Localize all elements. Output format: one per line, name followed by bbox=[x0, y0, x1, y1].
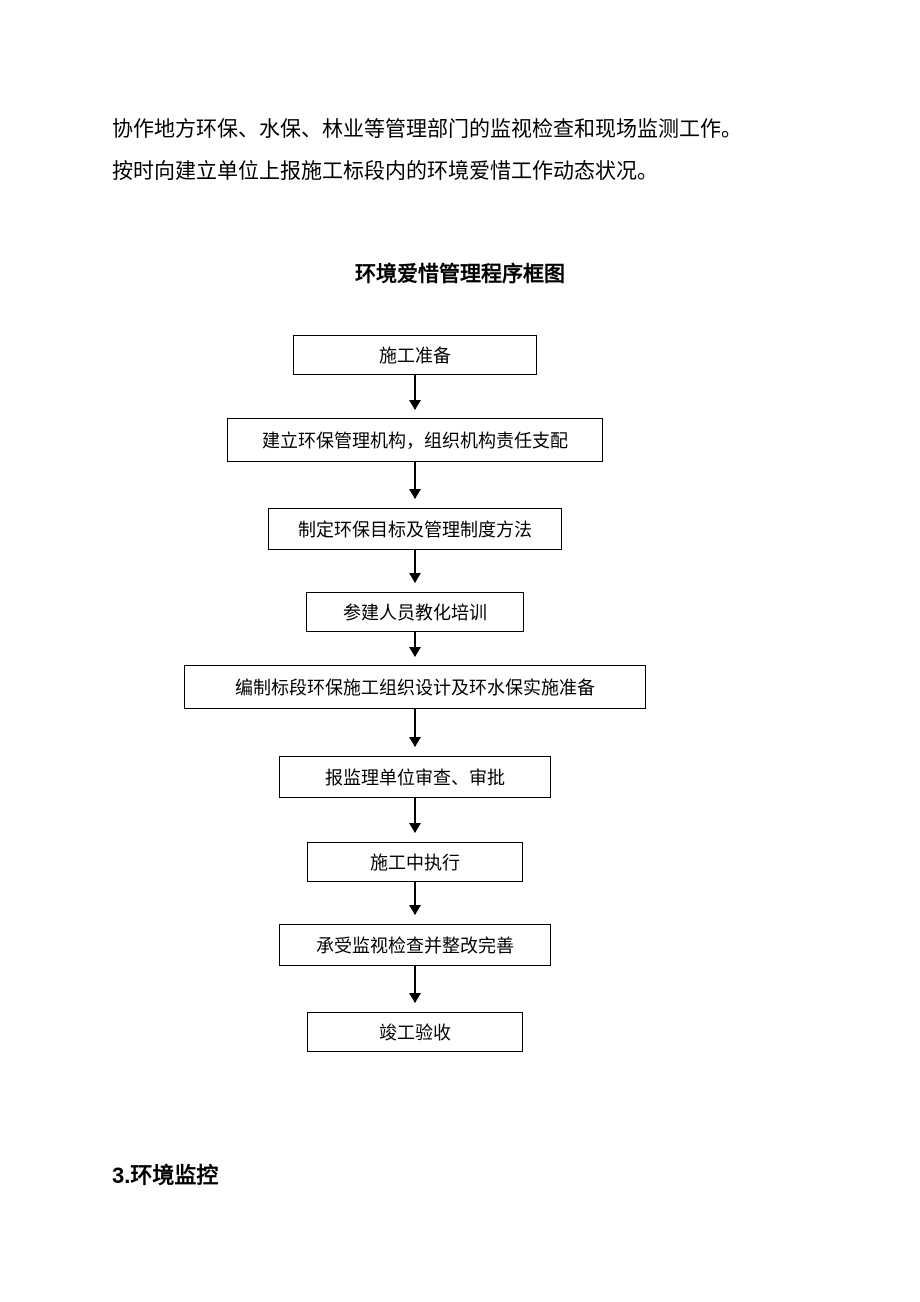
flow-arrow-5 bbox=[414, 798, 416, 832]
flow-node-8: 竣工验收 bbox=[307, 1012, 523, 1052]
flow-node-label-7: 承受监视检查并整改完善 bbox=[316, 932, 514, 958]
flow-node-label-2: 制定环保目标及管理制度方法 bbox=[298, 516, 532, 542]
flow-arrow-4 bbox=[414, 709, 416, 746]
flow-node-5: 报监理单位审查、审批 bbox=[279, 756, 551, 798]
flow-node-3: 参建人员教化培训 bbox=[306, 592, 524, 632]
flow-arrow-1 bbox=[414, 462, 416, 498]
flow-node-6: 施工中执行 bbox=[307, 842, 523, 882]
flow-node-label-1: 建立环保管理机构，组织机构责任支配 bbox=[262, 427, 568, 453]
flow-node-label-4: 编制标段环保施工组织设计及环水保实施准备 bbox=[235, 674, 595, 700]
paragraph-line-2: 按时向建立单位上报施工标段内的环境爱惜工作动态状况。 bbox=[112, 159, 658, 183]
flow-arrow-0 bbox=[414, 375, 416, 409]
flow-arrow-2 bbox=[414, 550, 416, 582]
paragraph-line-1: 协作地方环保、水保、林业等管理部门的监视检查和现场监测工作。 bbox=[112, 117, 742, 141]
flow-node-label-0: 施工准备 bbox=[379, 342, 451, 368]
flow-node-0: 施工准备 bbox=[293, 335, 537, 375]
section-heading: 3.环境监控 bbox=[112, 1158, 218, 1190]
flow-arrow-3 bbox=[414, 632, 416, 656]
flow-node-7: 承受监视检查并整改完善 bbox=[279, 924, 551, 966]
flow-arrow-7 bbox=[414, 966, 416, 1002]
flow-node-1: 建立环保管理机构，组织机构责任支配 bbox=[227, 418, 603, 462]
intro-paragraph: 协作地方环保、水保、林业等管理部门的监视检查和现场监测工作。 按时向建立单位上报… bbox=[112, 108, 812, 192]
flow-node-label-6: 施工中执行 bbox=[370, 849, 460, 875]
flow-arrow-6 bbox=[414, 882, 416, 914]
flow-node-label-5: 报监理单位审查、审批 bbox=[325, 764, 505, 790]
flow-node-label-3: 参建人员教化培训 bbox=[343, 599, 487, 625]
diagram-title: 环境爱惜管理程序框图 bbox=[0, 258, 920, 288]
flow-node-4: 编制标段环保施工组织设计及环水保实施准备 bbox=[184, 665, 646, 709]
flow-node-2: 制定环保目标及管理制度方法 bbox=[268, 508, 562, 550]
flow-node-label-8: 竣工验收 bbox=[379, 1019, 451, 1045]
